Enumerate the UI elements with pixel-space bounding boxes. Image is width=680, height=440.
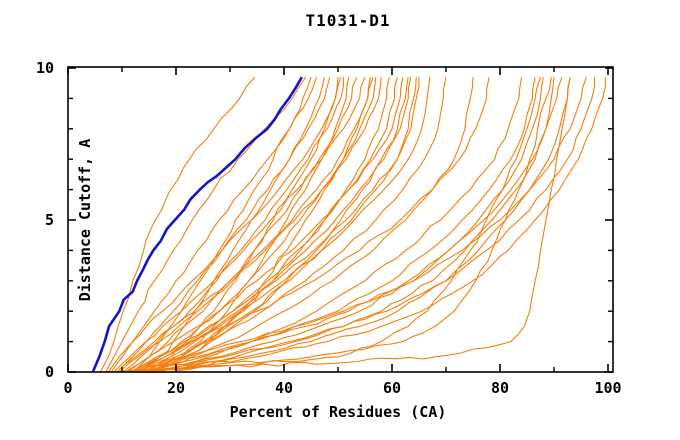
x-tick-label: 100: [594, 379, 622, 397]
model-curve: [154, 77, 596, 373]
model-curve: [148, 77, 474, 373]
model-curve: [143, 77, 417, 373]
model-curve: [116, 76, 331, 373]
model-curve: [105, 76, 307, 373]
model-curve: [143, 76, 536, 373]
model-curve: [121, 77, 344, 373]
model-curve: [116, 76, 374, 373]
model-curve: [127, 76, 490, 373]
x-tick-label: 40: [274, 379, 294, 397]
model-curve: [140, 76, 326, 373]
chart-title: T1031-D1: [305, 11, 391, 30]
model-curve: [140, 76, 447, 373]
y-tick-label: 0: [44, 363, 54, 381]
model-curve: [135, 76, 587, 373]
x-tick-label: 20: [166, 379, 186, 397]
model-curve: [138, 76, 542, 373]
model-curve: [132, 77, 431, 373]
model-curve: [137, 76, 398, 373]
model-curve: [110, 76, 317, 373]
model-curve: [151, 76, 571, 373]
y-tick-label: 5: [44, 211, 54, 229]
model-curve: [129, 77, 420, 373]
model-curve: [99, 76, 256, 373]
model-curve: [108, 76, 342, 373]
model-curve: [143, 77, 555, 373]
model-curve: [148, 76, 412, 373]
model-curve: [118, 77, 382, 373]
model-curve: [138, 76, 563, 373]
model-curve: [127, 76, 358, 373]
x-tick-label: 80: [490, 379, 510, 397]
model-curve: [135, 77, 377, 373]
highlighted-model-curve: [91, 76, 303, 373]
model-curve: [124, 77, 404, 373]
model-curve: [127, 77, 552, 373]
y-axis-label: Distance Cutoff, A: [76, 138, 94, 302]
x-tick-label: 60: [382, 379, 402, 397]
model-curve: [156, 77, 606, 373]
model-curve: [113, 76, 366, 373]
model-curve: [147, 76, 390, 373]
x-tick-label: 0: [63, 379, 73, 397]
y-tick-label: 10: [35, 59, 54, 77]
x-axis-label: Percent of Residues (CA): [229, 403, 447, 421]
